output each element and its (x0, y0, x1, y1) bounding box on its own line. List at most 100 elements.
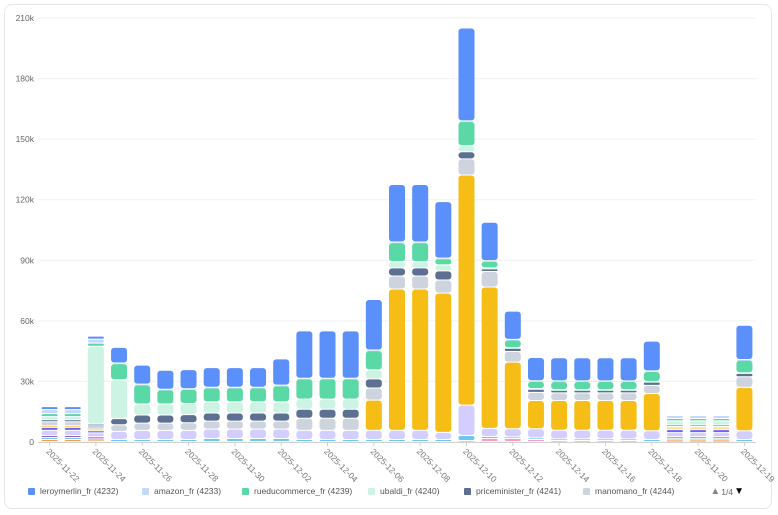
bar-segment (64, 417, 81, 420)
legend-next-page-icon[interactable]: ▼ (734, 486, 744, 497)
bar-segment (551, 358, 568, 381)
bar-segment (180, 389, 197, 390)
bar-segment (666, 440, 683, 441)
bar-segment (365, 388, 382, 400)
bar-segment (690, 428, 707, 430)
bar-segment (64, 437, 81, 439)
bar-segment (643, 439, 660, 441)
legend-item-priceminister[interactable]: priceminister_fr (4241) (464, 486, 561, 496)
bar-segment (342, 399, 359, 409)
bar-segment (412, 268, 429, 276)
bar-segment (319, 418, 336, 430)
bar-segment (666, 421, 683, 425)
bar-segment (111, 364, 128, 380)
bar-segment (527, 381, 544, 389)
legend-item-leroymerlin[interactable]: leroymerlin_fr (4232) (28, 486, 118, 496)
bar-segment (203, 438, 220, 441)
bar-segment (597, 401, 614, 430)
bar-segment (250, 387, 267, 389)
x-tick-label: 2025-11-24 (90, 446, 128, 484)
x-tick-label: 2025-11-28 (183, 446, 221, 484)
bar-segment (551, 439, 568, 440)
bar-segment (412, 276, 429, 289)
bar-segment (365, 300, 382, 350)
bar-segment (250, 368, 267, 387)
bar-segment (296, 331, 313, 378)
legend-swatch (142, 487, 149, 495)
bar-segment (157, 404, 174, 415)
bar-segment (527, 401, 544, 429)
bar-segment (481, 269, 498, 271)
bar-segment (736, 325, 753, 360)
bar-segment (134, 439, 151, 441)
bar-segment (690, 415, 707, 418)
bar-segment (157, 415, 174, 423)
bar-segment (481, 428, 498, 436)
bar-segment (203, 402, 220, 413)
y-tick-label: 0 (29, 437, 34, 447)
bar-segment (620, 358, 637, 381)
x-tick-label: 2025-12-08 (415, 446, 453, 484)
bar-segment (435, 293, 452, 432)
bar-segment (713, 441, 730, 442)
bar-segment (643, 341, 660, 371)
bar-segment (690, 425, 707, 427)
bar-segment (690, 430, 707, 433)
bar-segment (574, 393, 591, 401)
y-tick-label: 150k (16, 134, 35, 144)
bar-segment (412, 184, 429, 242)
legend-swatch (28, 487, 35, 495)
x-tick-label: 2025-12-06 (368, 446, 406, 484)
legend-item-rueducommerce[interactable]: rueducommerce_fr (4239) (242, 486, 352, 496)
bar-segment (435, 202, 452, 258)
legend-item-manomano[interactable]: manomano_fr (4244) (583, 486, 674, 496)
bar-segment (458, 152, 475, 159)
y-tick-label: 180k (16, 74, 35, 84)
bar-segment (435, 432, 452, 439)
bar-segment (87, 433, 104, 437)
bar-segment (574, 390, 591, 393)
bar-segment (458, 146, 475, 152)
bar-segment (250, 413, 267, 421)
bar-segment (713, 438, 730, 440)
bar-segment (180, 415, 197, 423)
bar-segment (87, 429, 104, 431)
legend-label: ubaldi_fr (4240) (380, 486, 440, 496)
x-tick-label: 2025-11-20 (693, 446, 731, 484)
legend-swatch (464, 487, 471, 495)
bar-segment (64, 420, 81, 422)
bar-segment (713, 437, 730, 438)
bar-segment (597, 393, 614, 401)
bar-segment (134, 430, 151, 439)
bar-segment (64, 435, 81, 437)
bar-segment (690, 433, 707, 437)
bar-segment (389, 289, 405, 430)
legend-swatch (242, 487, 249, 495)
bar-segment (574, 381, 591, 383)
legend-item-ubaldi[interactable]: ubaldi_fr (4240) (368, 486, 440, 496)
legend-prev-page-icon[interactable]: ▲ (710, 486, 721, 497)
bar-segment (87, 439, 104, 440)
bar-segment (504, 339, 521, 341)
bar-segment (273, 359, 290, 385)
bar-segment (203, 413, 220, 421)
bar-segment (180, 389, 197, 404)
bar-segment (643, 385, 660, 393)
bar-segment (504, 340, 521, 348)
bar-segment (273, 421, 290, 429)
bar-segment (111, 439, 128, 441)
bar-segment (226, 429, 243, 438)
bar-segment (111, 425, 128, 431)
bar-segment (597, 430, 614, 439)
bar-segment (643, 371, 660, 382)
legend-item-amazon[interactable]: amazon_fr (4233) (142, 486, 221, 496)
bar-segment (690, 418, 707, 421)
legend-label: priceminister_fr (4241) (476, 486, 562, 496)
bar-segment (458, 121, 475, 122)
bar-segment (620, 382, 637, 390)
bar-segment (551, 382, 568, 390)
bar-segment (134, 423, 151, 430)
bar-segment (87, 339, 104, 343)
bar-segment (504, 311, 521, 339)
bar-segment (551, 440, 568, 442)
